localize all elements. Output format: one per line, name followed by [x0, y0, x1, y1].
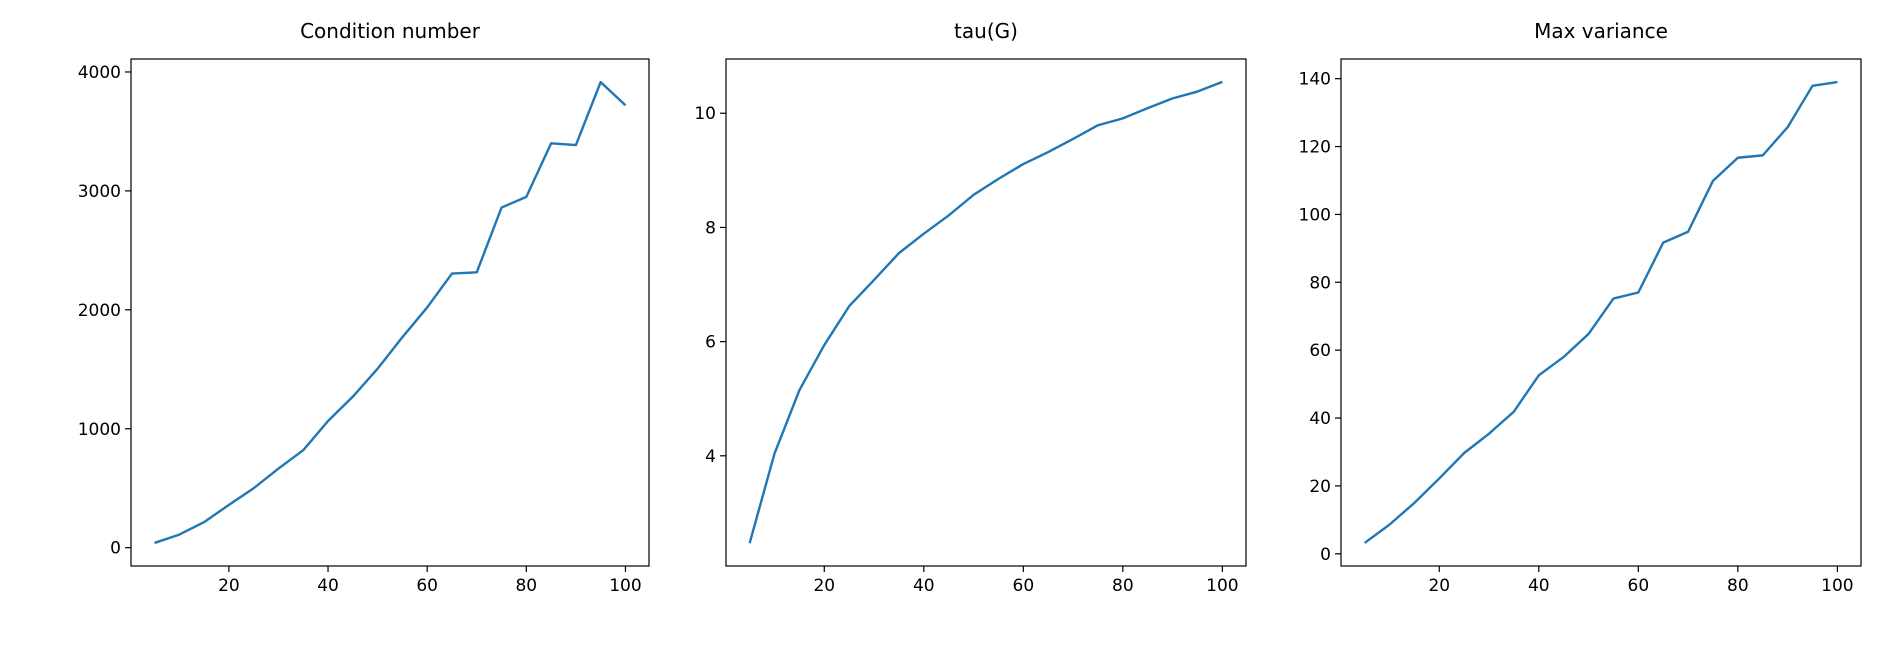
y-tick-label: 60 [1309, 341, 1331, 361]
y-tick-label: 4 [705, 447, 716, 467]
x-tick-label: 60 [1013, 576, 1035, 596]
y-tick-label: 80 [1309, 273, 1331, 293]
y-tick-label: 10 [694, 104, 716, 124]
y-tick-label: 0 [1320, 545, 1331, 565]
chart-title: tau(G) [954, 19, 1018, 43]
x-tick-label: 80 [515, 576, 537, 596]
y-tick-label: 100 [1299, 205, 1331, 225]
plot-frame [725, 58, 1247, 567]
y-tick-label: 6 [705, 333, 716, 353]
y-tick-label: 40 [1309, 409, 1331, 429]
data-line [748, 80, 1223, 544]
y-tick-label: 1000 [78, 420, 121, 440]
chart-title: Max variance [1534, 19, 1668, 43]
data-line [154, 80, 627, 545]
x-tick-label: 60 [1628, 576, 1650, 596]
y-tick-label: 8 [705, 218, 716, 238]
y-tick-label: 20 [1309, 477, 1331, 497]
x-tick-label: 40 [1528, 576, 1550, 596]
x-tick-label: 100 [1206, 576, 1238, 596]
x-tick-label: 20 [218, 576, 240, 596]
x-tick-label: 80 [1112, 576, 1134, 596]
x-tick-label: 40 [913, 576, 935, 596]
x-tick-label: 60 [416, 576, 438, 596]
x-tick-label: 100 [609, 576, 641, 596]
y-tick-label: 4000 [78, 63, 121, 83]
y-tick-label: 2000 [78, 301, 121, 321]
y-tick-label: 140 [1299, 70, 1331, 90]
data-line [1363, 80, 1838, 544]
chart-title: Condition number [300, 19, 481, 43]
x-tick-label: 100 [1821, 576, 1853, 596]
y-tick-label: 0 [110, 539, 121, 559]
y-tick-label: 3000 [78, 182, 121, 202]
plot-frame [1340, 58, 1862, 567]
y-tick-label: 120 [1299, 138, 1331, 158]
x-tick-label: 20 [1428, 576, 1450, 596]
x-tick-label: 80 [1727, 576, 1749, 596]
x-tick-label: 20 [813, 576, 835, 596]
plot-frame [130, 58, 650, 567]
x-tick-label: 40 [317, 576, 339, 596]
